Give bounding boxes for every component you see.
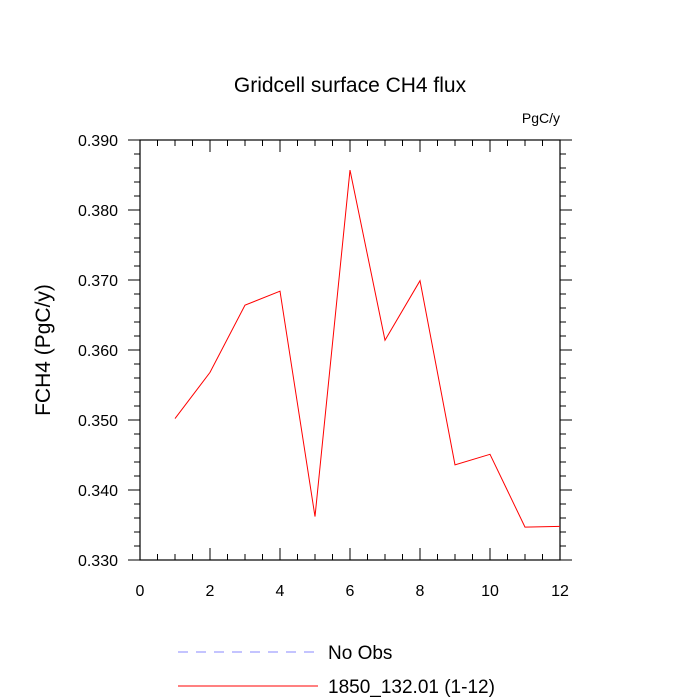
series-line <box>174 169 561 528</box>
plot-lines <box>174 169 561 528</box>
x-tick-label: 12 <box>551 583 569 600</box>
y-axis-label: FCH4 (PgC/y) <box>32 284 55 416</box>
y-tick-label: 0.360 <box>78 343 118 360</box>
axes: 0 2 4 6 8 10 12 0.330 0.340 0.350 0.360 0.370 0.380 0… <box>78 133 572 600</box>
chart-title: Gridcell surface CH4 flux <box>234 74 467 97</box>
x-tick-label: 10 <box>481 583 499 600</box>
x-tick-label: 6 <box>346 583 355 600</box>
plot-frame <box>139 139 561 561</box>
y-tick-label: 0.330 <box>78 553 118 570</box>
y-tick-label: 0.370 <box>78 273 118 290</box>
y-tick-label: 0.380 <box>78 203 118 220</box>
legend-label: 1850_132.01 (1-12) <box>328 677 495 698</box>
legend-label: No Obs <box>328 643 392 664</box>
y-tick-label: 0.350 <box>78 413 118 430</box>
units-label: PgC/y <box>522 110 560 126</box>
x-tick-label: 0 <box>136 583 145 600</box>
legend: No Obs 1850_132.01 (1-12) <box>178 643 495 698</box>
y-tick-label: 0.390 <box>78 133 118 150</box>
x-tick-label: 2 <box>206 583 215 600</box>
x-tick-label: 8 <box>416 583 425 600</box>
y-tick-label: 0.340 <box>78 483 118 500</box>
x-tick-label: 4 <box>276 583 285 600</box>
